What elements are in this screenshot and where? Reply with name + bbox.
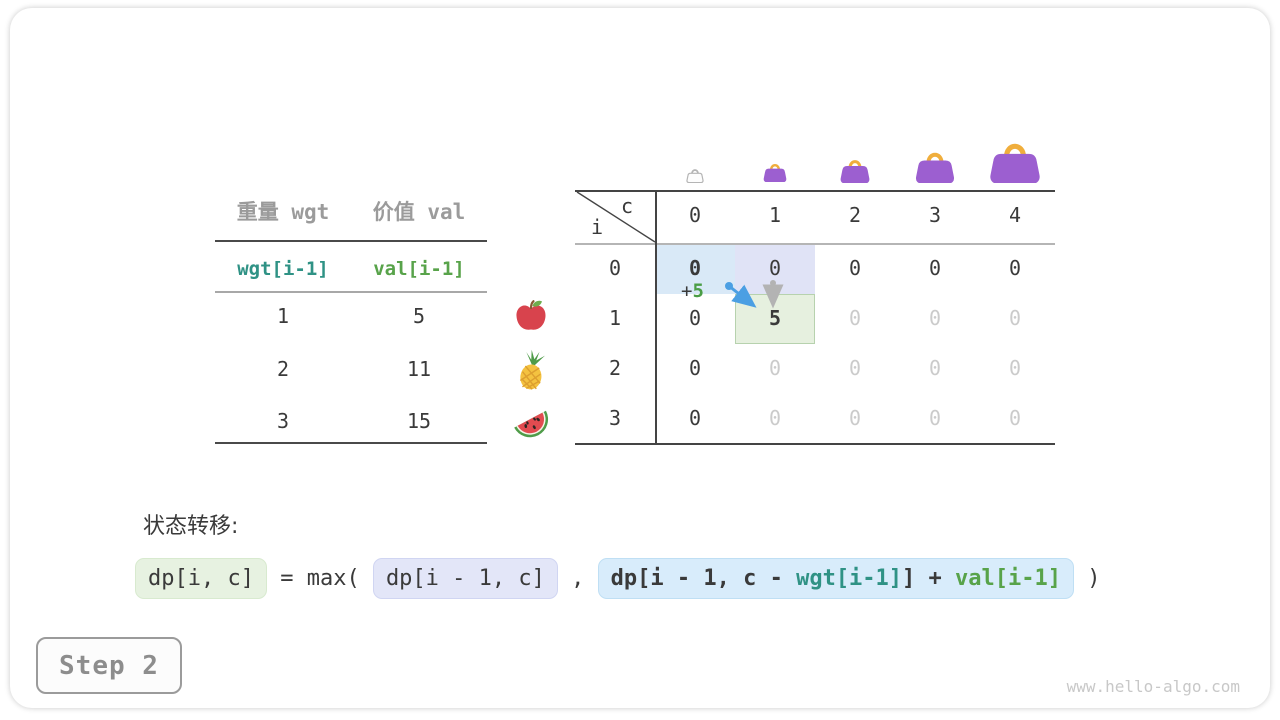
dp-cell-3-2: 0: [848, 406, 862, 430]
plus-sign: +: [681, 280, 693, 302]
bag-icon-capacity-0: [686, 169, 704, 183]
dp-cell-2-4: 0: [1008, 356, 1022, 380]
formula-arg2-wgt: wgt[i-1]: [796, 566, 903, 591]
cell-highlight-prev-same: [655, 244, 735, 294]
item-weight: 1: [276, 304, 290, 328]
dp-cell-3-4: 0: [1008, 406, 1022, 430]
formula-close-paren: ): [1074, 566, 1101, 591]
col-header: 0: [688, 203, 702, 227]
dp-cell-1-1: 5: [768, 306, 782, 330]
formula-arg2-plus: ] +: [902, 566, 956, 591]
max-arrow-icon: [725, 282, 757, 308]
col-header: 4: [1008, 203, 1022, 227]
added-value: 5: [692, 280, 704, 302]
dp-cell-0-1: 0: [768, 256, 782, 280]
formula-lhs: dp[i, c]: [135, 558, 267, 599]
down-arrow-icon: [762, 280, 784, 309]
row-variable-label: i: [591, 215, 604, 239]
weight-subheader: wgt[i-1]: [237, 258, 329, 280]
col-header: 1: [768, 203, 782, 227]
row-header: 3: [608, 406, 622, 430]
transition-formula: dp[i, c] = max( dp[i - 1, c] , dp[i - 1,…: [135, 558, 1101, 599]
row-label-divider: [655, 190, 657, 443]
formula-comma: ,: [557, 566, 598, 591]
formula-arg2-val: val[i-1]: [955, 566, 1061, 591]
formula-arg2: dp[i - 1, c - wgt[i-1]] + val[i-1]: [597, 558, 1074, 599]
dp-cell-2-2: 0: [848, 356, 862, 380]
dp-cell-1-0: 0: [688, 306, 702, 330]
dp-cell-0-2: 0: [848, 256, 862, 280]
item-value: 15: [406, 409, 432, 433]
formula-arg2-prefix: dp[i - 1, c -: [610, 566, 797, 591]
corner-diagonal: [576, 191, 656, 243]
watermark: www.hello-algo.com: [1066, 677, 1240, 696]
col-header: 3: [928, 203, 942, 227]
apple-icon: [516, 300, 546, 330]
divider: [215, 291, 487, 293]
dp-cell-2-0: 0: [688, 356, 702, 380]
table-top-border: [575, 190, 1055, 192]
item-weight: 2: [276, 357, 290, 381]
divider: [215, 240, 487, 242]
item-value: 5: [412, 304, 426, 328]
dp-cell-3-0: 0: [688, 406, 702, 430]
dp-cell-0-4: 0: [1008, 256, 1022, 280]
dp-cell-0-0: 0: [688, 256, 702, 280]
row-header: 0: [608, 256, 622, 280]
bag-icon-capacity-2: [840, 160, 870, 183]
transition-label: 状态转移:: [143, 514, 239, 539]
dp-cell-1-2: 0: [848, 306, 862, 330]
watermelon-icon: [514, 410, 548, 438]
row-header: 1: [608, 306, 622, 330]
value-subheader: val[i-1]: [373, 258, 465, 280]
value-column-header: 价值 val: [372, 200, 466, 224]
item-value: 11: [406, 357, 432, 381]
transition-arrows: [725, 280, 784, 309]
formula-eq-max: = max(: [266, 566, 373, 591]
step-badge: Step 2: [36, 637, 182, 694]
col-variable-label: c: [621, 194, 634, 218]
dp-table: c i 0 1 2 3 4 0 0 0 0 0 0 1 0 5 0 0 0 2 …: [575, 190, 1055, 448]
add-value-annotation: +5: [681, 282, 704, 301]
divider: [215, 442, 487, 444]
col-header: 2: [848, 203, 862, 227]
dp-cell-1-4: 0: [1008, 306, 1022, 330]
bag-icon-capacity-1: [763, 164, 787, 182]
weight-column-header: 重量 wgt: [236, 200, 330, 224]
header-divider: [575, 243, 1055, 245]
item-weight: 3: [276, 409, 290, 433]
dp-cell-3-3: 0: [928, 406, 942, 430]
bag-icon-capacity-3: [915, 152, 955, 183]
dp-cell-0-3: 0: [928, 256, 942, 280]
dp-cell-2-3: 0: [928, 356, 942, 380]
dp-cell-3-1: 0: [768, 406, 782, 430]
dp-cell-2-1: 0: [768, 356, 782, 380]
row-header: 2: [608, 356, 622, 380]
table-bottom-border: [575, 443, 1055, 445]
formula-arg1: dp[i - 1, c]: [372, 558, 558, 599]
pineapple-icon: [519, 349, 545, 390]
bag-icon-capacity-4: [990, 143, 1040, 183]
dp-cell-1-3: 0: [928, 306, 942, 330]
